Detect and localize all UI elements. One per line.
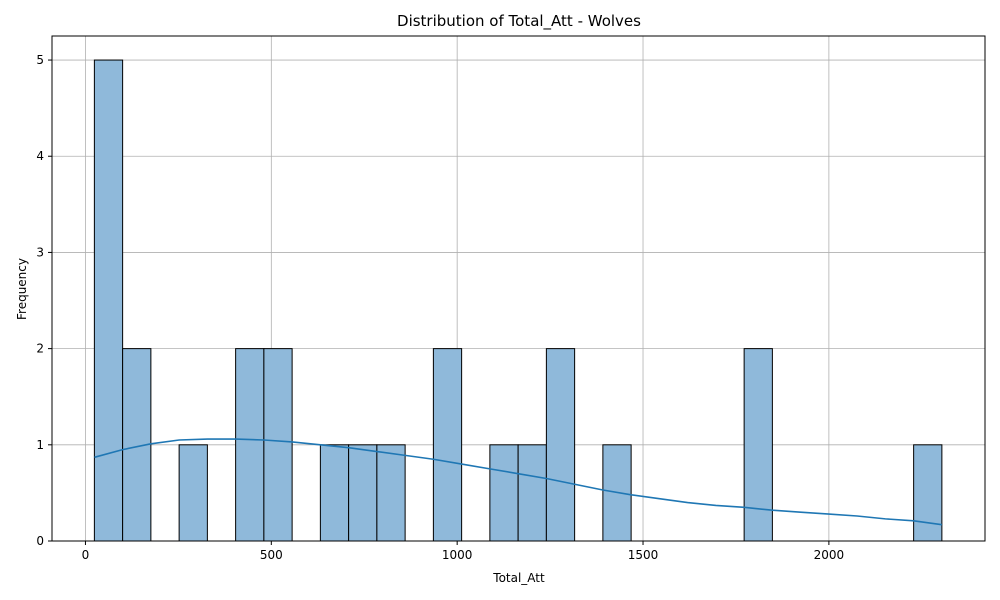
- y-tick-label: 1: [36, 438, 44, 452]
- plot-frame: [51, 35, 986, 542]
- chart-title: Distribution of Total_Att - Wolves: [397, 12, 641, 31]
- y-tick-label: 2: [36, 342, 44, 356]
- x-tick-label: 0: [82, 548, 90, 562]
- x-axis-ticks: 0 500 1000 1500 2000: [82, 541, 845, 562]
- histogram-bar: [319, 444, 350, 542]
- x-tick-label: 500: [260, 548, 283, 562]
- histogram-bar: [743, 348, 773, 542]
- histogram-bar: [263, 348, 293, 542]
- histogram-bar: [913, 444, 943, 542]
- y-tick-label: 3: [36, 245, 44, 259]
- histogram-bar: [235, 348, 265, 542]
- kde-curve: [94, 438, 942, 526]
- histogram-bar: [517, 444, 547, 542]
- histogram-bar: [432, 348, 463, 542]
- histogram-bar: [348, 444, 378, 542]
- histogram-bar: [376, 444, 406, 542]
- y-axis-label: Frequency: [15, 258, 29, 320]
- histogram-bar: [545, 348, 576, 542]
- histogram-bar: [489, 444, 519, 542]
- x-axis-label: Total_Att: [492, 571, 545, 585]
- x-tick-label: 2000: [814, 548, 845, 562]
- histogram-bar: [178, 444, 208, 542]
- y-tick-label: 4: [36, 149, 44, 163]
- y-axis-ticks: 0 1 2 3 4 5: [36, 53, 52, 548]
- histogram-bar: [93, 59, 124, 542]
- x-tick-label: 1000: [442, 548, 473, 562]
- x-tick-label: 1500: [628, 548, 659, 562]
- grid-lines: [52, 36, 985, 542]
- y-tick-label: 5: [36, 53, 44, 67]
- y-tick-label: 0: [36, 534, 44, 548]
